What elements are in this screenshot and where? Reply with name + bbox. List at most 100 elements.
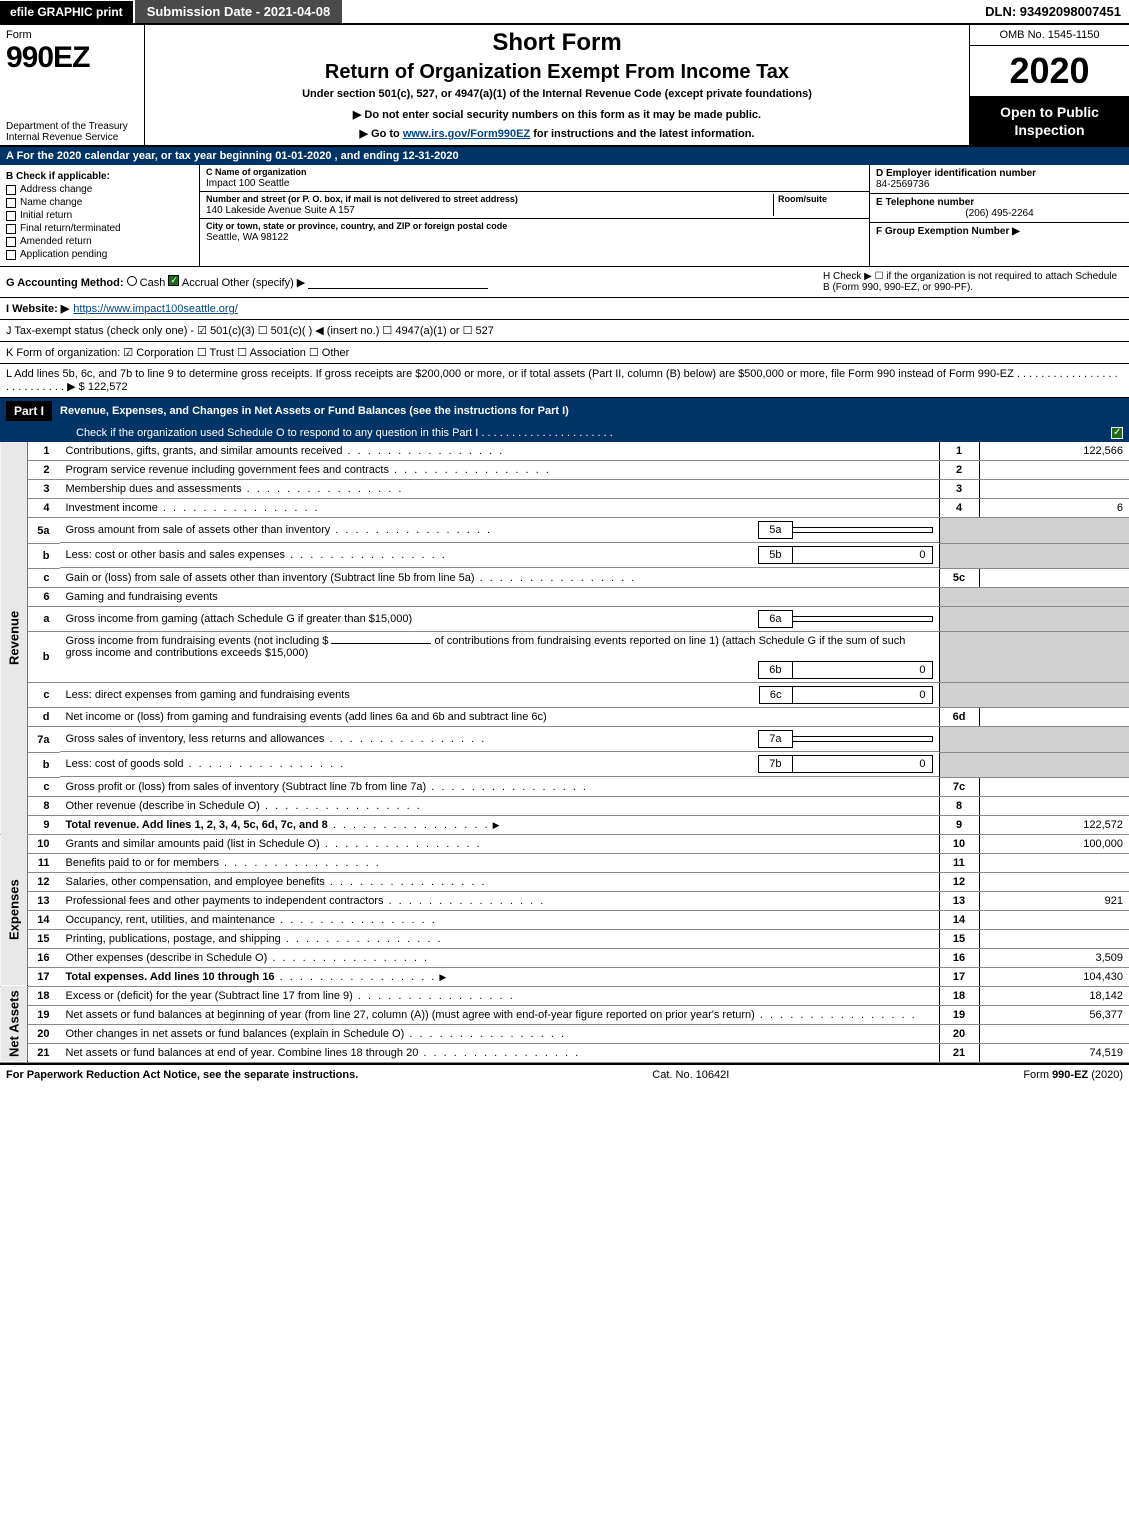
dept-treasury: Department of the Treasury <box>6 121 136 132</box>
form-id-footer: Form 990-EZ (2020) <box>1023 1069 1123 1081</box>
org-name: Impact 100 Seattle <box>206 178 289 189</box>
line-17-text: Total expenses. Add lines 10 through 16 <box>60 967 940 986</box>
line-6b-text: Gross income from fundraising events (no… <box>60 632 940 683</box>
line-16-amt: 3,509 <box>979 948 1129 967</box>
shade-5a <box>939 518 1129 544</box>
top-bar: efile GRAPHIC print Submission Date - 20… <box>0 0 1129 25</box>
return-title: Return of Organization Exempt From Incom… <box>153 61 961 84</box>
line-6a-inner <box>793 616 933 622</box>
chk-initial-return[interactable]: Initial return <box>6 210 193 221</box>
org-website-link[interactable]: https://www.impact100seattle.org/ <box>73 303 237 315</box>
line-12-text: Salaries, other compensation, and employ… <box>60 872 940 891</box>
line-6a-text: Gross income from gaming (attach Schedul… <box>66 613 759 625</box>
goto-line: ▶ Go to www.irs.gov/Form990EZ for instru… <box>153 127 961 140</box>
line-16-text: Other expenses (describe in Schedule O) <box>60 948 940 967</box>
line-9-text: Total revenue. Add lines 1, 2, 3, 4, 5c,… <box>60 815 940 834</box>
line-13-text: Professional fees and other payments to … <box>60 891 940 910</box>
line-2-amt <box>979 461 1129 480</box>
header-left: Form 990EZ Department of the Treasury In… <box>0 25 145 145</box>
netassets-side-label: Net Assets <box>0 986 28 1062</box>
goto-pre: ▶ Go to <box>360 128 403 140</box>
line-3-amt <box>979 480 1129 499</box>
line-1-text: Contributions, gifts, grants, and simila… <box>60 442 940 461</box>
part1-sub: Check if the organization used Schedule … <box>0 424 1129 442</box>
line-19-amt: 56,377 <box>979 1005 1129 1024</box>
entity-center: C Name of organization Impact 100 Seattl… <box>200 165 869 266</box>
entity-right: D Employer identification number 84-2569… <box>869 165 1129 266</box>
line-5c-amt <box>979 568 1129 587</box>
line-2-text: Program service revenue including govern… <box>60 461 940 480</box>
schedule-o-check[interactable] <box>1111 427 1123 439</box>
street-address: 140 Lakeside Avenue Suite A 157 <box>206 205 355 216</box>
shade-6a <box>939 606 1129 632</box>
org-name-label: C Name of organization <box>206 167 307 177</box>
part1-sub-text: Check if the organization used Schedule … <box>76 427 613 439</box>
form-header: Form 990EZ Department of the Treasury In… <box>0 25 1129 147</box>
line-1-num: 1 <box>28 442 60 461</box>
entity-section: B Check if applicable: Address change Na… <box>0 165 1129 267</box>
gross-receipts-row: L Add lines 5b, 6c, and 7b to line 9 to … <box>0 364 1129 398</box>
chk-amended[interactable]: Amended return <box>6 236 193 247</box>
line-6c-inner: 0 <box>793 686 933 704</box>
page-footer: For Paperwork Reduction Act Notice, see … <box>0 1063 1129 1085</box>
expenses-side-label: Expenses <box>0 834 28 986</box>
ein-value: 84-2569736 <box>876 179 929 190</box>
line-7a-inner <box>793 736 933 742</box>
tel-label: E Telephone number <box>876 197 974 208</box>
line-7a-text: Gross sales of inventory, less returns a… <box>66 733 759 745</box>
shade-6 <box>939 587 1129 606</box>
line-5b-text: Less: cost or other basis and sales expe… <box>66 549 759 561</box>
line-10-amt: 100,000 <box>979 834 1129 853</box>
short-form-title: Short Form <box>153 29 961 57</box>
chk-address-change[interactable]: Address change <box>6 184 193 195</box>
cat-no: Cat. No. 10642I <box>652 1069 729 1081</box>
line-5c-text: Gain or (loss) from sale of assets other… <box>60 568 940 587</box>
radio-cash[interactable] <box>127 276 137 286</box>
line-9-amt: 122,572 <box>979 815 1129 834</box>
irs-label: Internal Revenue Service <box>6 132 136 143</box>
goto-post: for instructions and the latest informat… <box>533 128 754 140</box>
other-specify-input[interactable] <box>308 277 488 289</box>
l-text: L Add lines 5b, 6c, and 7b to line 9 to … <box>6 368 1118 393</box>
line-14-text: Occupancy, rent, utilities, and maintena… <box>60 910 940 929</box>
radio-accrual[interactable] <box>168 275 179 286</box>
website-label: I Website: ▶ <box>6 302 69 315</box>
part1-label: Part I <box>6 401 52 421</box>
revenue-side-label: Revenue <box>0 442 28 834</box>
line-20-text: Other changes in net assets or fund bala… <box>60 1024 940 1043</box>
shade-7b <box>939 752 1129 777</box>
tax-exempt-row: J Tax-exempt status (check only one) - ☑… <box>0 320 1129 342</box>
line-21-text: Net assets or fund balances at end of ye… <box>60 1043 940 1062</box>
line-15-text: Printing, publications, postage, and shi… <box>60 929 940 948</box>
line-18-amt: 18,142 <box>979 986 1129 1005</box>
line-5a-text: Gross amount from sale of assets other t… <box>66 524 759 536</box>
line-3-text: Membership dues and assessments <box>60 480 940 499</box>
line-6-text: Gaming and fundraising events <box>60 587 940 606</box>
line-8-amt <box>979 796 1129 815</box>
chk-final-return[interactable]: Final return/terminated <box>6 223 193 234</box>
form-number: 990EZ <box>6 41 138 75</box>
chk-pending[interactable]: Application pending <box>6 249 193 260</box>
do-not-enter: ▶ Do not enter social security numbers o… <box>153 108 961 121</box>
tax-year: 2020 <box>970 46 1129 97</box>
addr-label: Number and street (or P. O. box, if mail… <box>206 194 518 204</box>
ein-label: D Employer identification number <box>876 168 1036 179</box>
part1-header: Part I Revenue, Expenses, and Changes in… <box>0 398 1129 424</box>
irs-form-link[interactable]: www.irs.gov/Form990EZ <box>403 128 530 140</box>
line-6d-text: Net income or (loss) from gaming and fun… <box>60 708 940 727</box>
group-exemption-label: F Group Exemption Number ▶ <box>876 226 1020 237</box>
under-section: Under section 501(c), 527, or 4947(a)(1)… <box>153 88 961 100</box>
accounting-row: G Accounting Method: Cash Accrual Other … <box>0 267 1129 298</box>
shade-6b <box>939 632 1129 683</box>
part1-title: Revenue, Expenses, and Changes in Net As… <box>60 405 569 417</box>
line-1-amt: 122,566 <box>979 442 1129 461</box>
h-check: H Check ▶ ☐ if the organization is not r… <box>823 271 1123 293</box>
period-bar: A For the 2020 calendar year, or tax yea… <box>0 147 1129 165</box>
line-21-amt: 74,519 <box>979 1043 1129 1062</box>
paperwork-notice: For Paperwork Reduction Act Notice, see … <box>6 1069 358 1081</box>
checkbox-column: B Check if applicable: Address change Na… <box>0 165 200 266</box>
header-right: OMB No. 1545-1150 2020 Open to Public In… <box>969 25 1129 145</box>
efile-print-button[interactable]: efile GRAPHIC print <box>0 1 133 23</box>
chk-name-change[interactable]: Name change <box>6 197 193 208</box>
line-11-text: Benefits paid to or for members <box>60 853 940 872</box>
